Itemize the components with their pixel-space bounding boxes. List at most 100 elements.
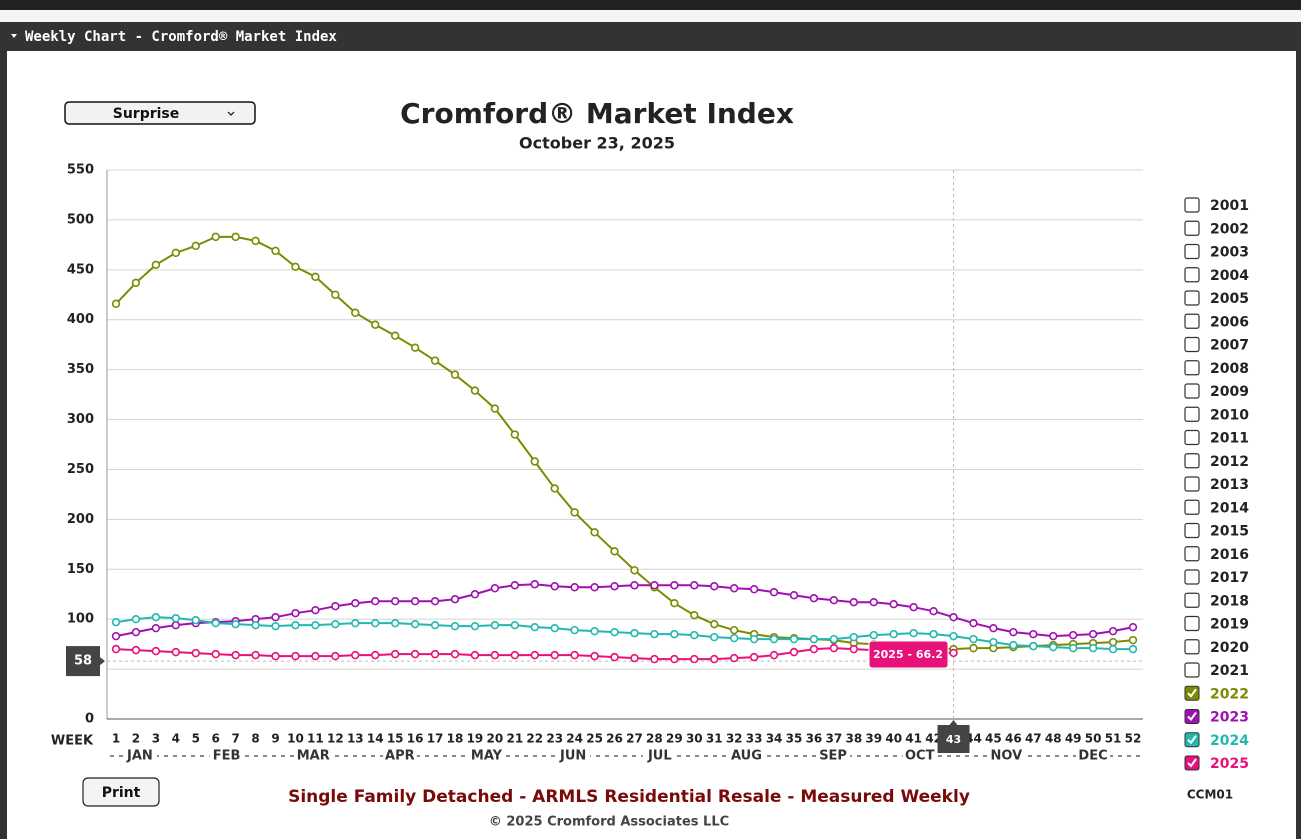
data-point [530,580,539,589]
data-point [650,629,659,639]
data-point [231,232,240,242]
data-point [251,650,260,660]
chart-code: CCM01 [1187,788,1233,802]
data-point [989,637,998,647]
tooltip: 2025 - 66.2 [868,640,949,669]
x-tick-label: 15 [387,732,404,746]
data-point [789,647,799,657]
data-point [131,645,141,655]
footer-description: Single Family Detached - ARMLS Residenti… [288,787,970,807]
legend-checkbox[interactable] [1184,336,1200,353]
month-label-bg [296,747,331,765]
month-label-bg [556,747,591,765]
legend-label: 2007 [1210,338,1249,354]
data-point [111,631,121,641]
legend-checkbox[interactable] [1184,453,1200,469]
legend-checkbox[interactable] [1184,639,1200,655]
data-point [630,628,639,638]
data-point [909,628,918,638]
month-label-bg [122,747,157,765]
data-point [271,651,280,661]
legend-checkbox[interactable] [1184,406,1200,422]
legend-checkbox[interactable] [1184,476,1200,492]
data-point [1049,642,1058,652]
legend-checkbox[interactable] [1184,197,1200,213]
dropdown[interactable] [64,101,256,125]
x-tick-label: 46 [1005,732,1022,746]
month-label-bg [902,747,937,765]
data-point [450,370,460,379]
data-point [1108,637,1118,647]
legend-check [1187,711,1197,722]
legend-label: 2025 [1210,756,1249,772]
data-point [530,622,539,632]
data-point [331,290,340,299]
legend-checkbox[interactable] [1184,499,1200,515]
data-point [111,299,121,308]
collapse-icon[interactable] [11,34,17,38]
x-tick-label: 8 [251,732,259,746]
legend-checkbox[interactable] [1184,267,1200,283]
data-point [809,634,819,644]
y-tick-label: 250 [67,462,94,477]
print-button[interactable] [82,777,160,807]
data-point [371,320,380,329]
data-point [450,649,460,659]
data-point [729,633,739,643]
legend-checkbox[interactable] [1184,662,1200,678]
legend-check [1187,758,1197,768]
x-tick-label: 22 [526,732,543,746]
legend-checkbox[interactable] [1184,546,1200,562]
legend-label: 2012 [1210,454,1249,470]
data-point [630,581,639,590]
data-point [191,648,200,658]
month-label: OCT [905,749,935,764]
legend-checkbox[interactable] [1184,569,1200,585]
data-point [171,613,181,623]
panel-title: Weekly Chart - Cromford® Market Index [25,29,337,45]
legend-label: 2001 [1210,198,1249,214]
data-point [949,612,958,622]
data-point [729,584,739,593]
data-point [371,618,380,628]
panel-header[interactable] [0,22,1301,51]
legend-checkbox[interactable] [1184,429,1200,446]
month-label-bg [816,747,851,765]
x-tick-label: 10 [287,732,304,746]
data-point [710,582,719,591]
dropdown-arrow [227,111,235,116]
data-point [969,634,978,644]
data-point [610,652,619,662]
legend-checkbox[interactable] [1184,592,1200,608]
data-point [111,617,121,627]
data-point [271,612,280,622]
data-point [1108,626,1118,636]
x-tick-label: 31 [706,732,723,746]
data-point [151,646,161,656]
month-label: JAN [126,749,153,764]
month-label: AUG [731,749,762,764]
y-tick-label: 300 [67,412,94,427]
data-point [151,260,161,270]
legend-checkbox[interactable] [1184,290,1200,306]
data-point [171,647,181,657]
x-tick-label: 51 [1105,732,1122,746]
legend-checkbox[interactable] [1184,360,1200,376]
legend-checkbox[interactable] [1184,383,1200,399]
x-tick-label: 7 [231,732,239,746]
legend-checkbox[interactable] [1184,220,1200,236]
data-point [430,649,440,659]
data-point [470,590,480,599]
data-point [111,644,121,654]
data-point [570,508,579,517]
data-point [769,588,779,597]
legend-checkbox[interactable] [1184,522,1200,539]
data-point [470,650,480,660]
legend-checkbox[interactable] [1184,243,1200,260]
legend-checkbox[interactable] [1184,313,1200,329]
legend-checkbox[interactable] [1184,615,1200,632]
legend-label: 2006 [1210,314,1249,330]
x-tick-label: 36 [806,732,823,746]
data-point [510,620,520,630]
data-point [490,404,500,413]
